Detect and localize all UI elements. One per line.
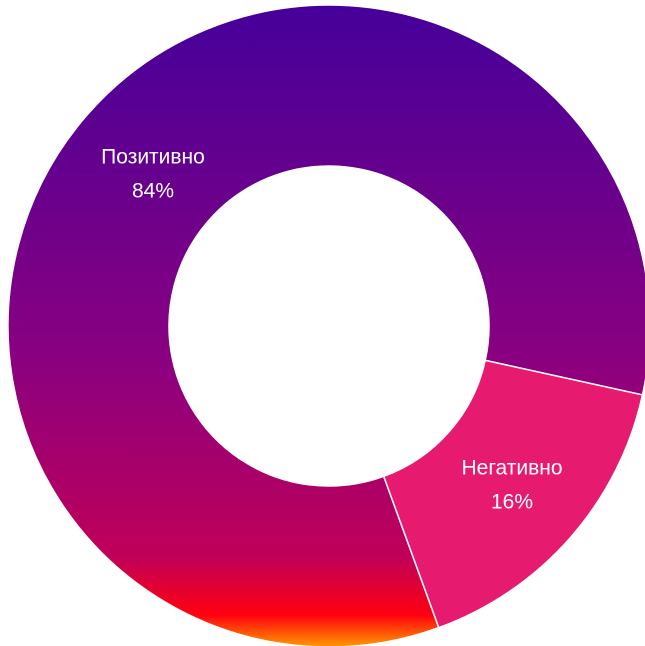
slice-value-label: 16% — [491, 491, 533, 514]
slice-label: Позитивно — [101, 146, 205, 169]
donut-slice — [382, 359, 644, 629]
slice-value-label: 84% — [132, 180, 174, 203]
donut-slice — [7, 4, 645, 646]
slice-label: Негативно — [461, 457, 562, 480]
